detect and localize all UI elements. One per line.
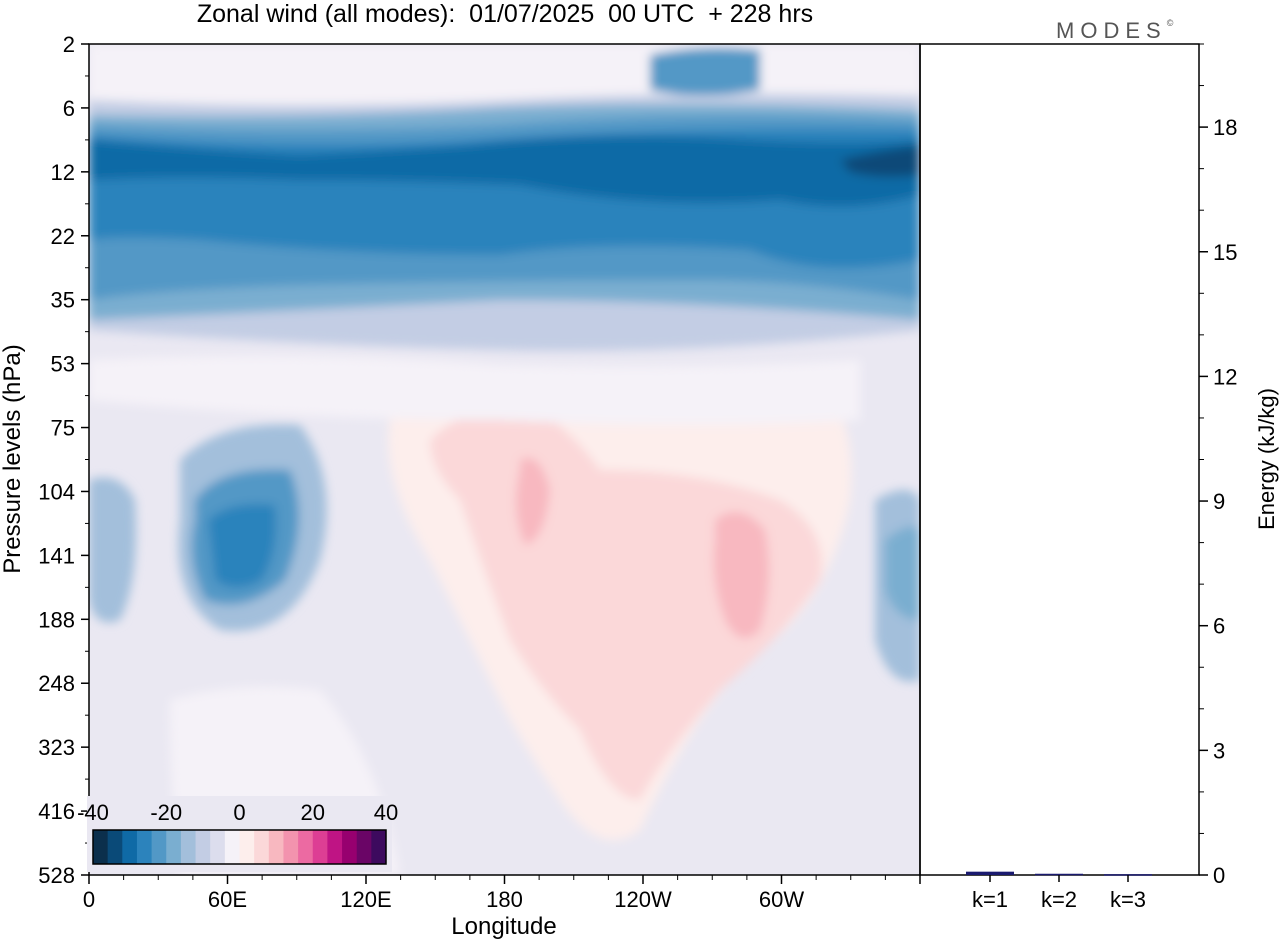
- colorbar-swatch: [312, 830, 328, 864]
- pressure-axis: 2 6 12 22 35 53 75 104 141 188 248 323 416 528: [38, 32, 89, 888]
- colorbar-swatch: [371, 830, 387, 864]
- energy-frame: [919, 43, 1200, 876]
- energy-tick-label: 9: [1213, 489, 1225, 514]
- page-title: Zonal wind (all modes): 01/07/2025 00 UT…: [196, 0, 814, 28]
- contour-westerly-patch: [516, 458, 550, 545]
- colorbar: [87, 796, 392, 872]
- longitude-tick-label: 180: [486, 887, 523, 912]
- colorbar-tick-label: -20: [150, 800, 182, 825]
- colorbar-tick-label: 0: [233, 800, 245, 825]
- colorbar-swatch: [239, 830, 255, 864]
- energy-tick-label: 12: [1213, 364, 1237, 389]
- energy-tick-label: 0: [1213, 863, 1225, 888]
- pressure-tick-label: 12: [51, 160, 75, 185]
- colorbar-swatch: [195, 830, 211, 864]
- energy-bar: [1035, 873, 1083, 876]
- energy-category-label: k=1: [972, 887, 1008, 912]
- colorbar-swatch: [268, 830, 284, 864]
- contour-jet-core: [89, 136, 920, 207]
- colorbar-tick-label: -40: [77, 800, 109, 825]
- contour-lower-pocket-core: [208, 504, 277, 588]
- pressure-tick-label: 416: [38, 799, 75, 824]
- longitude-tick-label: 60W: [759, 887, 804, 912]
- contour-near-zero-mid: [89, 356, 860, 425]
- energy-axis-label: Energy (kJ/kg): [1254, 388, 1279, 530]
- colorbar-swatch: [327, 830, 343, 864]
- pressure-tick-label: 53: [51, 352, 75, 377]
- pressure-tick-label: 22: [51, 224, 75, 249]
- pressure-tick-label: 6: [63, 96, 75, 121]
- pressure-tick-label: 104: [38, 479, 75, 504]
- colorbar-swatch: [136, 830, 153, 864]
- pressure-tick-label: 323: [38, 735, 75, 760]
- colorbar-swatch: [122, 830, 138, 864]
- longitude-axis: 0 60E 120E 180 120W 60W: [83, 875, 921, 912]
- colorbar-tick-label: 40: [374, 800, 398, 825]
- energy-bar: [966, 871, 1014, 875]
- contour-east-edge-core: [885, 526, 920, 620]
- copyright-mark: ©: [1166, 18, 1174, 28]
- colorbar-swatch: [93, 830, 109, 864]
- pressure-tick-label: 528: [38, 863, 75, 888]
- colorbar-swatch: [180, 830, 197, 864]
- pressure-tick-label: 248: [38, 671, 75, 696]
- pressure-tick-label: 75: [51, 416, 75, 441]
- pressure-tick-label: 188: [38, 607, 75, 632]
- energy-bar: [1104, 874, 1152, 876]
- brand-logo: MODES©: [1056, 18, 1173, 44]
- colorbar-swatch: [254, 830, 270, 864]
- colorbar-swatch: [151, 830, 167, 864]
- longitude-tick-label: 0: [83, 887, 95, 912]
- colorbar-swatch: [356, 830, 372, 864]
- colorbar-swatch: [166, 830, 182, 864]
- colorbar-swatch: [283, 830, 299, 864]
- longitude-tick-label: 120E: [340, 887, 391, 912]
- colorbar-tick-label: 20: [301, 800, 325, 825]
- energy-bar-labels: k=1 k=2 k=3: [972, 875, 1146, 912]
- energy-category-label: k=2: [1041, 887, 1077, 912]
- energy-tick-label: 3: [1213, 738, 1225, 763]
- energy-tick-label: 15: [1213, 240, 1237, 265]
- pressure-tick-label: 141: [38, 543, 75, 568]
- pressure-tick-label: 2: [63, 32, 75, 57]
- contour-plot: [89, 44, 920, 875]
- colorbar-swatch: [107, 830, 123, 864]
- colorbar-swatch: [210, 830, 226, 864]
- energy-bars: [966, 871, 1152, 876]
- contour-west-edge: [89, 477, 136, 623]
- colorbar-swatch: [224, 830, 240, 864]
- contour-upper-patch: [650, 47, 760, 95]
- colorbar-swatch: [298, 830, 314, 864]
- energy-tick-label: 6: [1213, 614, 1225, 639]
- contour-jet-maximum: [840, 145, 920, 177]
- energy-category-label: k=3: [1110, 887, 1146, 912]
- energy-axis: 0 3 6 9 12 15 18: [1199, 43, 1237, 888]
- y-axis-label: Pressure levels (hPa): [0, 344, 26, 573]
- contour-westerly-moderate: [713, 512, 769, 638]
- longitude-tick-label: 120W: [614, 887, 672, 912]
- longitude-tick-label: 60E: [208, 887, 247, 912]
- colorbar-tick-labels: -40 -20 0 20 40: [77, 800, 398, 825]
- x-axis-label: Longitude: [451, 913, 556, 940]
- brand-name: MODES: [1056, 18, 1167, 43]
- colorbar-swatch: [342, 830, 358, 864]
- colorbar-frame: [92, 829, 387, 865]
- energy-tick-label: 18: [1213, 115, 1237, 140]
- pressure-tick-label: 35: [51, 288, 75, 313]
